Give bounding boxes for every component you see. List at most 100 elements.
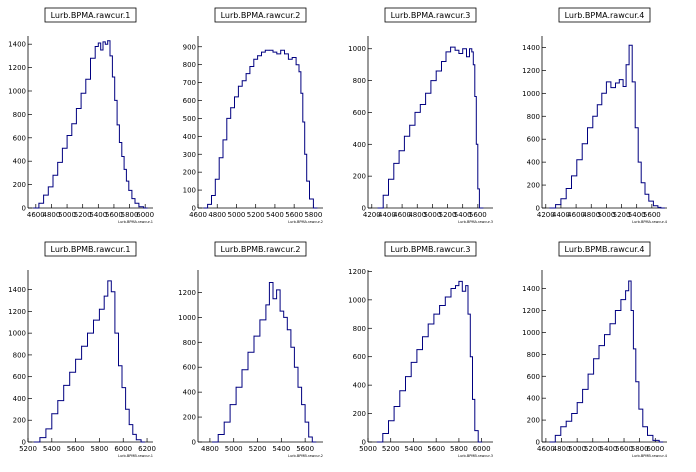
y-tick-label: 800 <box>13 111 26 119</box>
histogram-bin <box>393 406 395 407</box>
y-tick-label: 1000 <box>522 329 540 337</box>
histogram-bin <box>549 207 550 209</box>
histogram-bin <box>454 49 456 51</box>
histogram-bin <box>410 361 412 363</box>
histogram-bin <box>264 49 266 51</box>
y-tick-label: 1400 <box>522 285 540 293</box>
histogram-bin <box>126 180 127 182</box>
y-tick-label: 200 <box>353 410 366 418</box>
histogram-bin <box>472 398 473 400</box>
x-tick-label: 5400 <box>454 211 472 219</box>
histogram-bin <box>657 207 659 208</box>
histogram-bin <box>620 299 622 300</box>
x-tick-label: 4400 <box>378 211 396 219</box>
histogram-bin <box>63 384 65 386</box>
histogram-bin <box>625 290 626 292</box>
y-tick-label: 1200 <box>8 308 26 316</box>
histogram-bin <box>76 108 77 109</box>
x-tick-label: 5200 <box>19 445 37 453</box>
histogram-bin <box>134 202 136 204</box>
histogram-bin <box>311 441 313 443</box>
y-tick-label: 500 <box>183 115 196 123</box>
histogram-bin <box>450 288 452 289</box>
histogram-bin <box>61 147 63 149</box>
histogram-series <box>377 280 483 443</box>
histogram-bin <box>439 305 440 306</box>
histogram-series <box>33 40 148 209</box>
histogram-bin <box>304 421 306 423</box>
histogram-bin <box>565 188 567 189</box>
histogram-bin <box>128 190 130 191</box>
x-tick-label: 5600 <box>615 445 633 453</box>
title-box <box>44 241 137 257</box>
histogram-bin <box>114 99 116 101</box>
histogram-bin <box>132 433 134 435</box>
y-tick-label: 100 <box>183 187 196 195</box>
chart-title: Lurb.BPMA.rawcur.1 <box>51 11 131 20</box>
histogram-bin <box>125 408 127 410</box>
histogram-bin <box>477 441 479 443</box>
histogram-bin <box>87 332 88 334</box>
histogram-bin <box>300 92 302 94</box>
histogram-bin <box>118 365 119 367</box>
y-tick-label: 200 <box>13 181 26 189</box>
histogram-bin <box>433 313 435 315</box>
histogram-bin <box>226 118 228 119</box>
histogram-bin <box>138 206 140 208</box>
histogram-bin <box>100 49 102 51</box>
histogram-bin <box>399 390 401 392</box>
histogram-bin <box>272 298 274 300</box>
x-tick-label: 4400 <box>552 211 570 219</box>
histogram-bin <box>107 40 109 42</box>
x-tick-label: 5000 <box>597 211 615 219</box>
histogram-bin <box>462 48 464 50</box>
histogram-bin <box>549 441 551 443</box>
y-tick-label: 1200 <box>8 64 26 72</box>
y-tick-label: 800 <box>353 325 366 333</box>
histogram-series <box>212 282 317 443</box>
histogram-series <box>549 280 664 443</box>
histogram-bin <box>598 345 600 346</box>
y-tick-label: 600 <box>353 109 366 117</box>
x-tick-label: 5800 <box>631 445 649 453</box>
histogram-bin <box>203 207 205 209</box>
x-tick-label: 5000 <box>423 211 441 219</box>
histogram-bin <box>286 329 288 331</box>
histogram-bin <box>217 434 219 435</box>
x-tick-label: 5400 <box>89 211 107 219</box>
histogram-bin <box>377 207 379 209</box>
histogram-bin <box>302 121 304 123</box>
y-tick-label: 400 <box>183 389 196 397</box>
histogram-bin <box>658 441 660 443</box>
x-tick-label: 5600 <box>67 445 85 453</box>
histogram-bin <box>131 198 133 200</box>
x-tick-label: 4600 <box>567 211 585 219</box>
histogram-bin <box>571 413 573 414</box>
x-tick-label: 5600 <box>643 211 661 219</box>
x-tick-label: 6000 <box>136 211 154 219</box>
histogram-bin <box>140 441 142 443</box>
x-tick-label: 5000 <box>359 445 377 453</box>
x-tick-label: 4800 <box>553 445 571 453</box>
histogram-bin <box>465 285 467 287</box>
histogram-bin <box>211 195 212 196</box>
histogram-bin <box>90 57 91 59</box>
histogram-bin <box>660 207 662 209</box>
y-tick-label: 800 <box>353 77 366 85</box>
y-tick-label: 0 <box>192 205 196 213</box>
histogram-bin <box>635 381 637 383</box>
x-tick-label: 5600 <box>296 445 314 453</box>
x-axis-label: Lurb.BPMB.rawcur.3 <box>458 454 493 458</box>
histogram-bin <box>69 371 71 373</box>
histogram-bin <box>52 174 54 176</box>
histogram-bin <box>269 282 270 283</box>
histogram-bin <box>388 420 389 422</box>
histogram-bin <box>309 198 310 200</box>
x-tick-label: 5200 <box>382 445 400 453</box>
histogram-bin <box>554 435 556 436</box>
histogram-bin <box>261 51 262 53</box>
histogram-bin <box>560 198 562 200</box>
histogram-bin <box>223 421 225 423</box>
histogram-bin <box>466 56 467 58</box>
histogram-panel: Lurb.BPMB.rawcur.1 0 200 400 600 800 1000 1200 1… <box>8 241 156 458</box>
